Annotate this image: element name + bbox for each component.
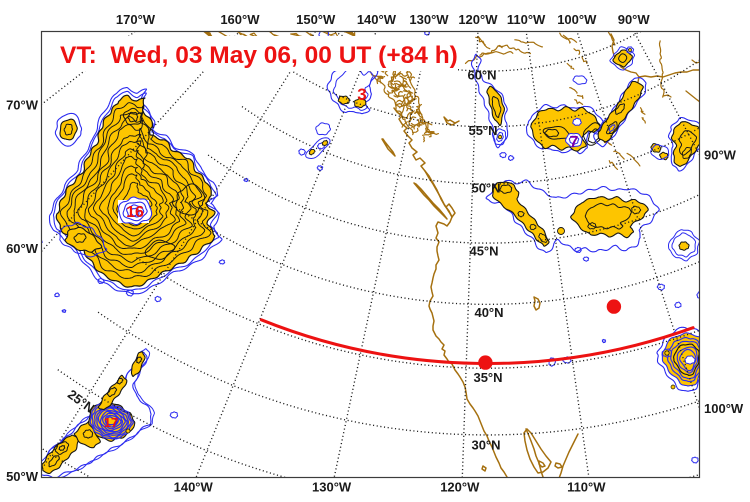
svg-text:50°N: 50°N xyxy=(471,181,500,196)
svg-text:35°N: 35°N xyxy=(473,370,502,385)
svg-text:130°W: 130°W xyxy=(409,12,449,27)
svg-text:140°W: 140°W xyxy=(357,12,397,27)
svg-text:160°W: 160°W xyxy=(220,12,260,27)
svg-text:7: 7 xyxy=(570,134,579,151)
svg-text:50°W: 50°W xyxy=(6,469,39,484)
svg-text:70°W: 70°W xyxy=(6,98,39,113)
svg-text:110°W: 110°W xyxy=(567,480,606,495)
svg-text:110°W: 110°W xyxy=(507,12,546,27)
svg-text:90°W: 90°W xyxy=(618,12,651,27)
svg-text:120°W: 120°W xyxy=(458,12,498,27)
svg-text:VT: Wed, 03 May 06, 00 UT (+8: VT: Wed, 03 May 06, 00 UT (+84 h) xyxy=(60,42,458,69)
svg-text:90°W: 90°W xyxy=(704,148,737,163)
svg-text:55°N: 55°N xyxy=(468,123,497,138)
svg-text:100°W: 100°W xyxy=(704,401,744,416)
svg-text:40°N: 40°N xyxy=(474,305,503,320)
svg-text:45°N: 45°N xyxy=(469,244,498,259)
svg-text:150°W: 150°W xyxy=(296,12,336,27)
svg-text:3: 3 xyxy=(357,85,366,104)
svg-text:30°N: 30°N xyxy=(471,437,500,452)
svg-text:16: 16 xyxy=(126,204,144,221)
svg-text:17: 17 xyxy=(104,415,118,430)
svg-text:100°W: 100°W xyxy=(557,12,597,27)
svg-text:60°W: 60°W xyxy=(6,241,39,256)
svg-text:60°N: 60°N xyxy=(467,68,496,83)
svg-text:170°W: 170°W xyxy=(116,12,156,27)
svg-text:140°W: 140°W xyxy=(174,480,214,495)
svg-text:120°W: 120°W xyxy=(440,480,480,495)
svg-text:130°W: 130°W xyxy=(312,480,352,495)
